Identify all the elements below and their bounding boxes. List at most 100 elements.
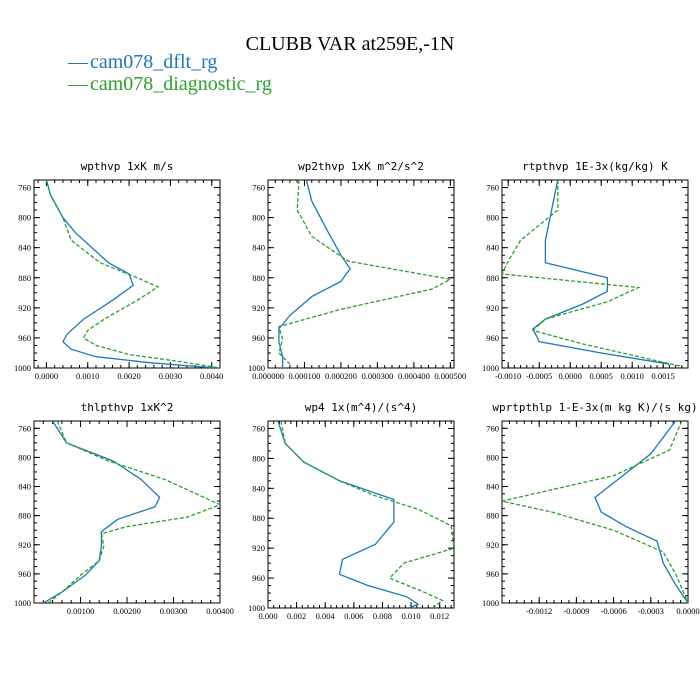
y-tick-label: 880	[486, 273, 499, 283]
y-tick-label: 760	[252, 423, 265, 433]
x-tick-label: 0.0000	[35, 371, 58, 381]
x-tick-label: 0.0015	[652, 371, 675, 381]
y-tick-label: 920	[252, 303, 265, 313]
y-tick-label: 800	[252, 213, 265, 223]
y-tick-label: 1000	[248, 603, 265, 613]
x-tick-label: 0.0000	[676, 606, 699, 616]
series-line-diagnostic	[280, 421, 454, 608]
y-tick-label: 840	[486, 243, 499, 253]
plot-frame	[501, 420, 689, 604]
y-tick-label: 880	[252, 273, 265, 283]
y-tick-label: 800	[18, 452, 31, 462]
plot-frame	[267, 179, 455, 369]
subplot-title: rtpthvp 1E-3x(kg/kg) K	[522, 160, 668, 173]
series-line-diagnostic	[502, 180, 682, 368]
x-tick-label: 0.0010	[76, 371, 99, 381]
y-tick-label: 840	[18, 482, 31, 492]
series-line-dflt	[278, 180, 351, 368]
subplot-1: wpthvp 1xK m/s 760 800 840 880 920 960 1000 0.00…	[14, 160, 223, 381]
plot-frame	[33, 179, 221, 369]
y-tick-label: 1000	[14, 598, 31, 608]
plot-frame	[501, 179, 689, 369]
x-tick-label: 0.010	[402, 611, 421, 621]
y-tick-label: 760	[18, 183, 31, 193]
x-tick-label: 0.0000	[559, 371, 582, 381]
x-tick-label: -0.0005	[526, 371, 552, 381]
y-tick-label: 800	[486, 452, 499, 462]
plot-frame	[33, 420, 221, 604]
x-tick-label: 0.0030	[159, 371, 182, 381]
y-tick-label: 920	[18, 540, 31, 550]
legend-dash-1: —	[67, 51, 89, 73]
series-line-dflt	[277, 421, 420, 608]
series-line-dflt	[45, 180, 216, 368]
series-line-diagnostic	[45, 180, 220, 368]
y-tick-label: 840	[486, 482, 499, 492]
y-tick-label: 760	[486, 183, 499, 193]
subplot-4: thlpthvp 1xK^2 760 800 840 880 920 960 1000 0.00…	[14, 401, 234, 616]
y-tick-label: 760	[486, 423, 499, 433]
y-tick-label: 840	[252, 483, 265, 493]
subplot-title: thlpthvp 1xK^2	[81, 401, 174, 414]
legend-entry-dflt: cam078_dflt_rg	[90, 51, 217, 73]
y-tick-label: 960	[18, 333, 31, 343]
x-tick-label: 0.000500	[434, 371, 466, 381]
y-tick-label: 1000	[14, 363, 31, 373]
y-tick-label: 920	[252, 543, 265, 553]
subplot-title: wp4 1x(m^4)/(s^4)	[305, 401, 418, 414]
y-tick-label: 800	[252, 453, 265, 463]
y-tick-label: 880	[18, 273, 31, 283]
y-tick-label: 760	[18, 423, 31, 433]
subplot-title: wp2thvp 1xK m^2/s^2	[298, 160, 424, 173]
x-tick-label: 0.00400	[206, 606, 234, 616]
y-tick-label: 960	[486, 333, 499, 343]
plot-frame	[267, 420, 455, 609]
subplot-grid: wpthvp 1xK m/s76080084088092096010000.00…	[14, 160, 700, 621]
x-tick-label: 0.000300	[361, 371, 393, 381]
x-tick-label: -0.0003	[638, 606, 664, 616]
x-tick-label: 0.000	[258, 611, 277, 621]
y-tick-label: 880	[18, 511, 31, 521]
y-tick-label: 840	[252, 243, 265, 253]
legend-entry-diagnostic: cam078_diagnostic_rg	[90, 73, 272, 95]
x-tick-label: 0.006	[344, 611, 363, 621]
legend-dash-2: —	[67, 73, 89, 95]
x-tick-label: 0.00100	[67, 606, 95, 616]
subplot-5: wp4 1x(m^4)/(s^4)76080084088092096010000…	[248, 401, 455, 621]
series-line-dflt	[594, 421, 688, 603]
series-line-diagnostic	[278, 180, 453, 365]
x-tick-label: 0.0020	[117, 371, 140, 381]
x-tick-label: -0.0006	[600, 606, 626, 616]
x-tick-label: 0.008	[373, 611, 392, 621]
y-tick-label: 880	[252, 513, 265, 523]
y-tick-label: 920	[486, 540, 499, 550]
x-tick-label: 0.0005	[590, 371, 613, 381]
x-tick-label: -0.0010	[495, 371, 521, 381]
series-line-dflt	[532, 180, 670, 365]
y-tick-label: 840	[18, 243, 31, 253]
y-tick-label: 960	[18, 569, 31, 579]
series-line-diagnostic	[502, 421, 688, 603]
y-tick-label: 1000	[482, 598, 499, 608]
x-tick-label: 0.012	[430, 611, 449, 621]
x-tick-label: 0.000400	[398, 371, 430, 381]
y-tick-label: 800	[18, 213, 31, 223]
legend: — cam078_dflt_rg — cam078_diagnostic_rg	[67, 51, 272, 95]
subplot-title: wpthvp 1xK m/s	[81, 160, 174, 173]
x-tick-label: 0.000200	[325, 371, 357, 381]
y-tick-label: 960	[252, 333, 265, 343]
series-line-dflt	[42, 421, 161, 603]
x-tick-label: 0.00300	[160, 606, 188, 616]
y-tick-label: 960	[252, 573, 265, 583]
x-tick-label: 0.0040	[200, 371, 223, 381]
subplot-6: wprtpthlp 1-E-3x(m kg K)/(s kg) 760 800 840…	[482, 401, 700, 616]
x-tick-label: 0.0010	[621, 371, 644, 381]
y-tick-label: 920	[486, 303, 499, 313]
x-tick-label: 0.002	[287, 611, 306, 621]
subplot-title: wprtpthlp 1-E-3x(m kg K)/(s kg)	[492, 401, 697, 414]
y-tick-label: 1000	[248, 363, 265, 373]
y-tick-label: 880	[486, 511, 499, 521]
x-tick-label: -0.0012	[526, 606, 552, 616]
y-tick-label: 760	[252, 183, 265, 193]
figure-title: CLUBB VAR at259E,-1N	[246, 33, 455, 55]
